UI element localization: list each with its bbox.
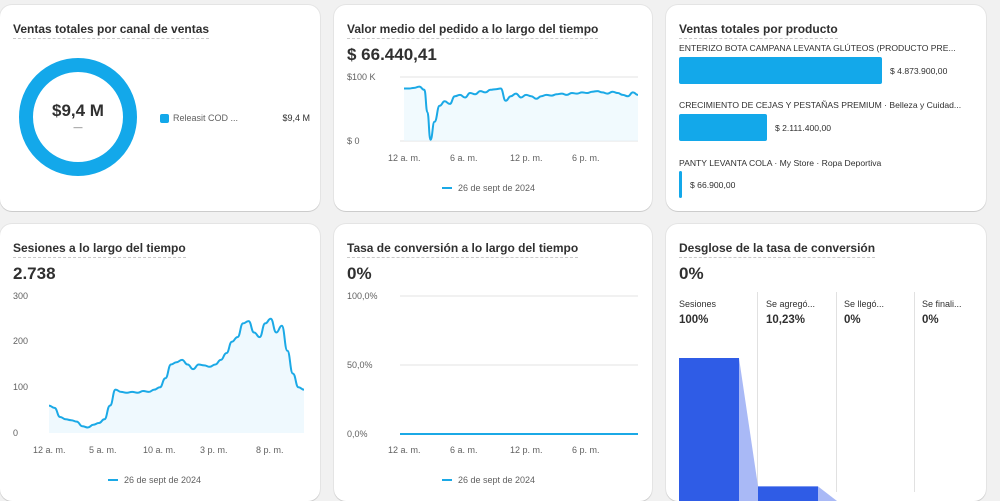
funnel-bar[interactable]	[679, 358, 739, 501]
legend-label: 26 de sept de 2024	[124, 475, 202, 485]
conversion-line-chart: 100,0% 50,0% 0,0% 12 a. m. 6 a. m. 12 p.…	[347, 291, 638, 455]
product-bar[interactable]	[679, 114, 767, 141]
funnel-divider	[757, 292, 758, 492]
donut-chart	[19, 58, 137, 176]
avg-order-card: Valor medio del pedido a lo largo del ti…	[334, 5, 652, 211]
product-label: CRECIMIENTO DE CEJAS Y PESTAÑAS PREMIUM …	[679, 100, 962, 110]
y-tick-label: 100	[13, 382, 28, 392]
product-value: $ 66.900,00	[690, 180, 736, 190]
x-tick-label: 5 a. m.	[89, 445, 117, 455]
card-title[interactable]: Ventas totales por canal de ventas	[13, 22, 210, 39]
product-bar[interactable]	[679, 171, 682, 198]
y-tick-label: 100,0%	[347, 291, 378, 301]
x-tick-label: 8 p. m.	[256, 445, 284, 455]
legend-line-icon	[442, 479, 452, 481]
funnel-step-label: Se finali...	[922, 299, 962, 309]
sessions-card: Sesiones a lo largo del tiempo 2.738 300…	[0, 224, 320, 501]
y-tick-label: 300	[13, 291, 28, 301]
sessions-line-chart: 300 200 100 0 12 a. m. 5 a. m. 10 a. m. …	[13, 291, 305, 455]
donut-center-sub: —	[73, 122, 83, 132]
legend-label: 26 de sept de 2024	[458, 183, 536, 193]
funnel-step-label: Sesiones	[679, 299, 717, 309]
donut-ring	[19, 58, 137, 176]
funnel-step-percent: 100%	[679, 314, 709, 326]
y-tick-label: 200	[13, 336, 28, 346]
y-tick-label: 50,0%	[347, 360, 373, 370]
card-title[interactable]: Tasa de conversión a lo largo del tiempo	[347, 241, 579, 258]
x-tick-label: 6 p. m.	[572, 445, 600, 455]
legend-label: 26 de sept de 2024	[458, 475, 536, 485]
legend-label: Releasit COD ...	[173, 113, 239, 123]
x-tick-label: 12 a. m.	[33, 445, 66, 455]
funnel-connector	[818, 486, 837, 501]
x-tick-label: 12 a. m.	[388, 445, 421, 455]
funnel-connector	[739, 358, 758, 501]
chart-legend[interactable]: 26 de sept de 2024	[442, 475, 535, 485]
y-tick-label: 0,0%	[347, 429, 368, 439]
funnel-step-label: Se llegó...	[844, 299, 885, 309]
series-area	[49, 318, 304, 433]
y-tick-label: $ 0	[347, 136, 360, 146]
product-bar[interactable]	[679, 57, 882, 84]
legend-line-icon	[442, 187, 452, 189]
funnel-step-percent: 0%	[922, 314, 939, 326]
metric-value: 2.738	[13, 264, 56, 283]
legend-swatch	[160, 113, 169, 123]
card-title[interactable]: Valor medio del pedido a lo largo del ti…	[347, 22, 599, 39]
series-area	[404, 86, 638, 141]
product-value: $ 2.111.400,00	[774, 123, 832, 133]
avg-order-line-chart: $100 K $ 0 12 a. m. 6 a. m. 12 p. m. 6 p…	[347, 72, 639, 163]
funnel-step-percent: 10,23%	[766, 314, 806, 326]
x-tick-label: 10 a. m.	[143, 445, 176, 455]
x-tick-label: 12 p. m.	[510, 153, 543, 163]
funnel-bar[interactable]	[758, 486, 818, 501]
y-tick-label: $100 K	[347, 72, 376, 82]
x-tick-label: 12 a. m.	[388, 153, 421, 163]
sales-by-channel-card: Ventas totales por canal de ventas $9,4 …	[0, 5, 320, 211]
chart-legend[interactable]: 26 de sept de 2024	[108, 475, 201, 485]
legend-value: $9,4 M	[282, 113, 310, 123]
series-line	[48, 317, 305, 429]
product-label: ENTERIZO BOTA CAMPANA LEVANTA GLÚTEOS (P…	[679, 43, 956, 53]
funnel-chart	[679, 358, 837, 501]
conversion-rate-card: Tasa de conversión a lo largo del tiempo…	[334, 224, 652, 501]
funnel-step-percent: 0%	[844, 314, 861, 326]
chart-legend[interactable]: 26 de sept de 2024	[442, 183, 535, 193]
card-title[interactable]: Sesiones a lo largo del tiempo	[13, 241, 186, 258]
series-line	[404, 85, 639, 141]
product-label: PANTY LEVANTA COLA · My Store · Ropa Dep…	[679, 158, 882, 168]
conversion-funnel-card: Desglose de la tasa de conversión 0% Ses…	[666, 224, 986, 501]
metric-value: 0%	[347, 264, 372, 283]
x-tick-label: 3 p. m.	[200, 445, 228, 455]
card-title[interactable]: Ventas totales por producto	[679, 22, 838, 39]
x-tick-label: 6 p. m.	[572, 153, 600, 163]
sales-by-product-card: Ventas totales por producto ENTERIZO BOT…	[666, 5, 986, 211]
funnel-divider	[914, 292, 915, 492]
metric-value: 0%	[679, 264, 704, 283]
x-tick-label: 6 a. m.	[450, 445, 478, 455]
metric-value: $ 66.440,41	[347, 45, 437, 64]
funnel-step-label: Se agregó...	[766, 299, 816, 309]
y-tick-label: 0	[13, 428, 18, 438]
card-title[interactable]: Desglose de la tasa de conversión	[679, 241, 876, 258]
funnel-divider	[836, 292, 837, 492]
x-tick-label: 6 a. m.	[450, 153, 478, 163]
legend-line-icon	[108, 479, 118, 481]
legend-item[interactable]: Releasit COD ... $9,4 M	[160, 113, 310, 123]
donut-center-value: $9,4 M	[52, 101, 104, 120]
x-tick-label: 12 p. m.	[510, 445, 543, 455]
product-value: $ 4.873.900,00	[890, 66, 948, 76]
